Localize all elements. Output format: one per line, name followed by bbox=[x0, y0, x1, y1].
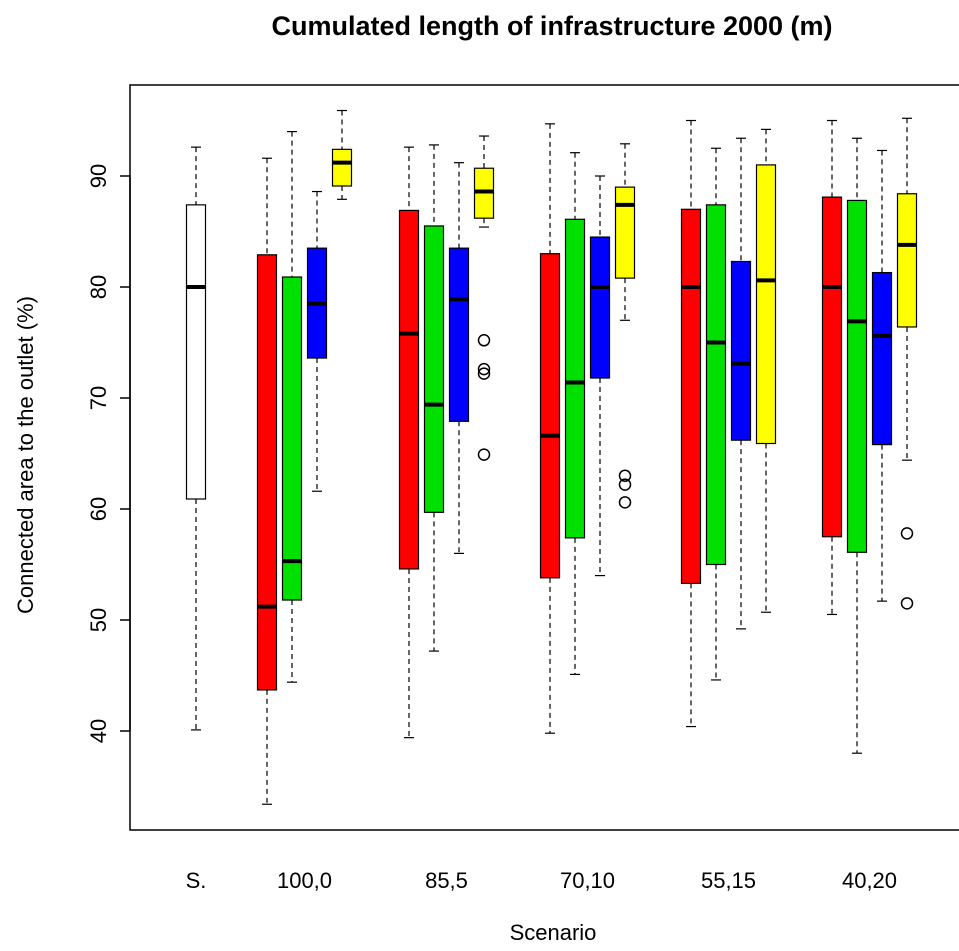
y-tick-label: 40 bbox=[86, 719, 111, 743]
box-100_0-1 bbox=[281, 131, 303, 683]
box-rect bbox=[398, 209, 420, 570]
box-rect bbox=[730, 260, 752, 441]
box-rect bbox=[256, 254, 278, 691]
outlier-point bbox=[477, 367, 491, 380]
x-tick-label: 100,0 bbox=[277, 868, 332, 893]
x-tick-label: 40,20 bbox=[842, 868, 897, 893]
x-tick-label: S. bbox=[186, 868, 207, 893]
box-55_15-2 bbox=[730, 137, 752, 630]
x-axis-label: Scenario bbox=[510, 920, 597, 945]
box-rect bbox=[281, 276, 303, 601]
box-40_20-1 bbox=[846, 137, 868, 754]
x-tick-label: 70,10 bbox=[560, 868, 615, 893]
y-tick-label: 80 bbox=[86, 275, 111, 299]
outlier-point bbox=[477, 448, 491, 461]
y-tick-label: 90 bbox=[86, 164, 111, 188]
box-rect bbox=[705, 204, 727, 566]
x-axis: S. 100,0 85,5 70,10 55,15 40,20 bbox=[186, 868, 897, 893]
box-85_5-1 bbox=[423, 144, 445, 652]
box-85_5-0 bbox=[398, 146, 420, 739]
box-rect bbox=[423, 225, 445, 513]
box-55_15-3 bbox=[755, 128, 777, 613]
box-rect bbox=[755, 164, 777, 445]
y-axis-label: Connected area to the outlet (%) bbox=[13, 296, 38, 614]
box-rect bbox=[564, 218, 586, 539]
box-S_-0 bbox=[185, 146, 207, 731]
x-tick-label: 55,15 bbox=[701, 868, 756, 893]
box-rect bbox=[185, 204, 207, 500]
box-rect bbox=[846, 199, 868, 553]
outlier-point bbox=[618, 496, 632, 509]
y-tick-label: 50 bbox=[86, 608, 111, 632]
box-55_15-0 bbox=[680, 119, 702, 728]
box-100_0-0 bbox=[256, 157, 278, 805]
box-40_20-3 bbox=[896, 117, 918, 610]
outlier-point bbox=[477, 334, 491, 347]
box-55_15-1 bbox=[705, 147, 727, 681]
box-rect bbox=[448, 247, 470, 422]
outlier-point bbox=[900, 597, 914, 610]
box-85_5-2 bbox=[448, 162, 470, 555]
box-rect bbox=[589, 236, 611, 379]
box-rect bbox=[680, 208, 702, 584]
boxes-layer bbox=[185, 109, 918, 805]
box-rect bbox=[614, 186, 636, 279]
box-rect bbox=[821, 196, 843, 538]
outlier-point bbox=[618, 478, 632, 491]
box-100_0-2 bbox=[306, 190, 328, 492]
outlier-point bbox=[900, 527, 914, 540]
box-70_10-0 bbox=[539, 123, 561, 734]
box-85_5-3 bbox=[473, 135, 495, 461]
box-40_20-2 bbox=[871, 149, 893, 602]
x-tick-label: 85,5 bbox=[425, 868, 468, 893]
y-tick-label: 60 bbox=[86, 497, 111, 521]
box-rect bbox=[539, 253, 561, 579]
box-rect bbox=[871, 271, 893, 446]
outlier-point bbox=[618, 469, 632, 482]
y-axis: 40 50 60 70 80 90 bbox=[86, 164, 131, 743]
box-70_10-2 bbox=[589, 175, 611, 577]
y-tick-label: 70 bbox=[86, 386, 111, 410]
box-70_10-1 bbox=[564, 152, 586, 675]
box-40_20-0 bbox=[821, 119, 843, 616]
box-rect bbox=[896, 193, 918, 328]
chart-title: Cumulated length of infrastructure 2000 … bbox=[271, 11, 832, 41]
box-70_10-3 bbox=[614, 143, 636, 509]
outlier-point bbox=[477, 362, 491, 376]
box-rect bbox=[331, 148, 353, 187]
box-100_0-3 bbox=[331, 109, 353, 200]
